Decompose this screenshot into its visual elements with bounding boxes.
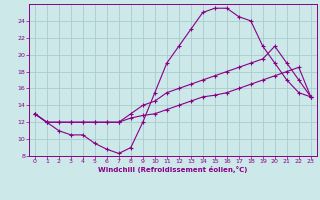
X-axis label: Windchill (Refroidissement éolien,°C): Windchill (Refroidissement éolien,°C) — [98, 166, 247, 173]
